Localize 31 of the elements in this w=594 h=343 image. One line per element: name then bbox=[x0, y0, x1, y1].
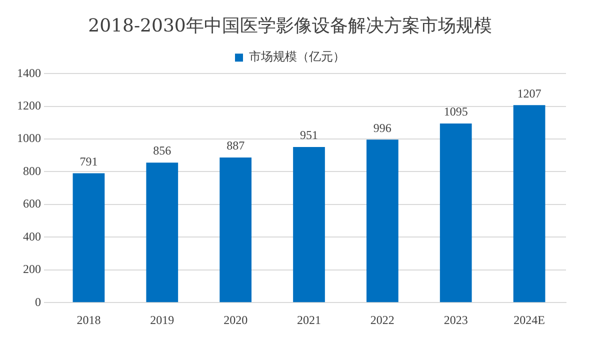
y-tick-label: 200 bbox=[23, 262, 41, 276]
data-label: 887 bbox=[226, 138, 245, 153]
x-tick-label: 2024E bbox=[514, 312, 545, 327]
y-tick-label: 800 bbox=[23, 164, 41, 178]
data-label: 856 bbox=[153, 144, 172, 158]
bar bbox=[293, 147, 325, 302]
data-label: 996 bbox=[373, 120, 392, 135]
bar bbox=[513, 105, 546, 302]
bar bbox=[366, 140, 398, 302]
y-tick-label: 1200 bbox=[17, 98, 41, 112]
y-tick-label: 0 bbox=[35, 294, 41, 309]
data-label: 1207 bbox=[517, 86, 542, 100]
x-tick-label: 2019 bbox=[150, 312, 174, 327]
bar bbox=[220, 158, 252, 302]
y-tick-label: 400 bbox=[23, 229, 41, 244]
chart-title: 2018-2030年中国医学影像设备解决方案市场规模 bbox=[88, 15, 492, 36]
x-tick-label: 2018 bbox=[76, 312, 101, 327]
y-tick-label: 1400 bbox=[17, 66, 41, 80]
y-tick-label: 600 bbox=[23, 196, 41, 211]
x-tick-label: 2022 bbox=[370, 312, 394, 327]
legend-label: 市场规模（亿元） bbox=[249, 50, 345, 64]
data-label: 1095 bbox=[444, 104, 468, 119]
data-label: 951 bbox=[300, 128, 318, 142]
bar bbox=[72, 173, 105, 302]
x-tick-label: 2023 bbox=[444, 312, 468, 327]
x-tick-label: 2020 bbox=[224, 312, 248, 327]
y-tick-label: 1000 bbox=[17, 131, 41, 146]
bar bbox=[440, 123, 472, 302]
data-label: 791 bbox=[80, 154, 98, 168]
bar bbox=[146, 162, 178, 302]
x-tick-label: 2021 bbox=[297, 312, 321, 327]
